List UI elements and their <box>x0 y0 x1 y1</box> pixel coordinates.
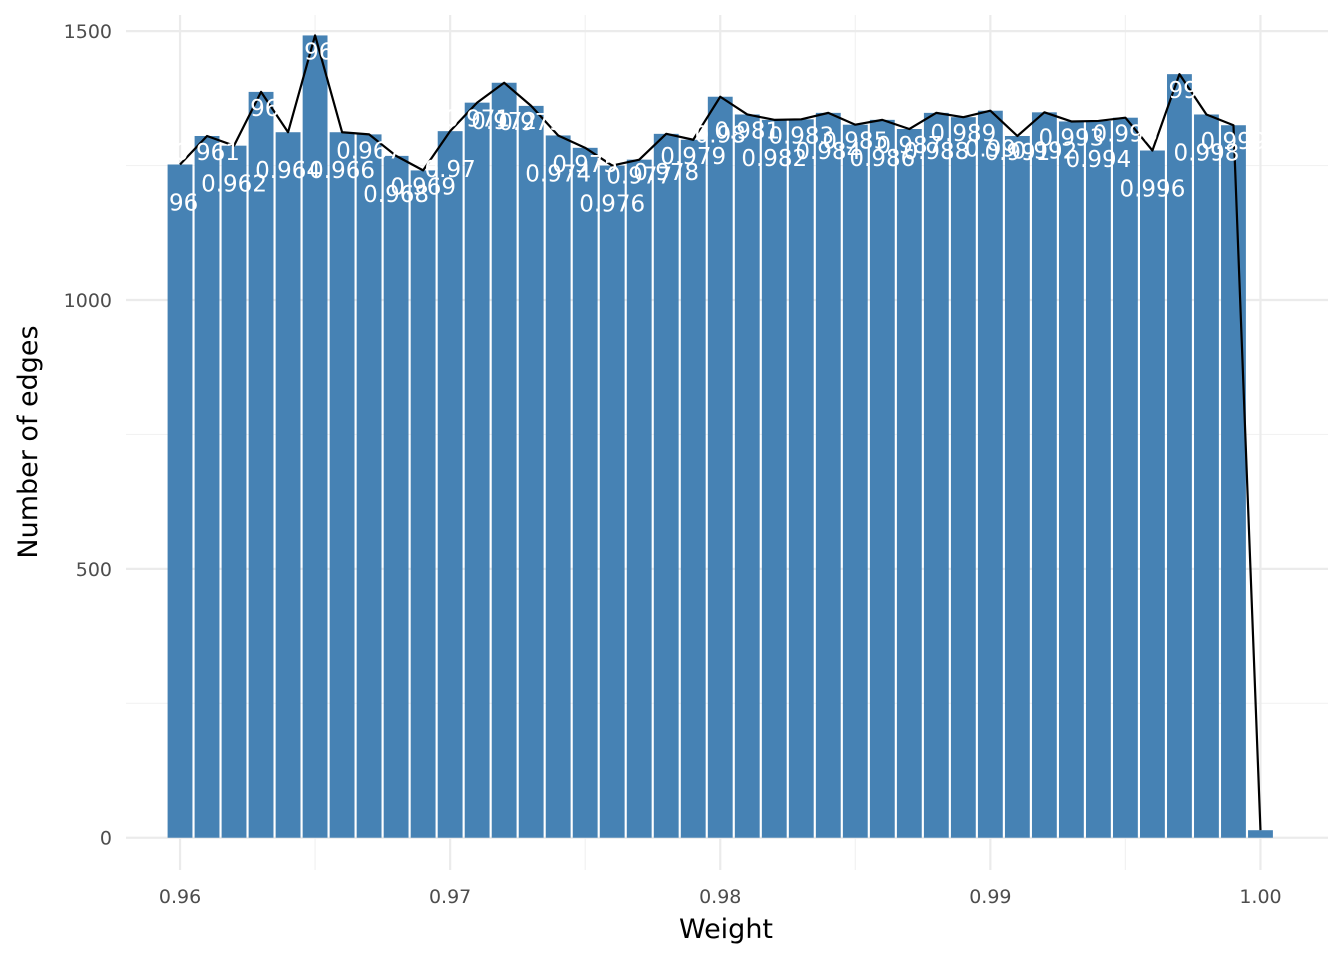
bar-label: 0.998 <box>1174 140 1240 166</box>
bar-label: 0.985 <box>822 129 888 155</box>
bar-label: 0.971 <box>444 107 510 133</box>
bar <box>977 110 1003 838</box>
y-axis-title: Number of edges <box>13 325 44 558</box>
bar <box>518 105 544 838</box>
bar-label: 0.994 <box>1065 147 1131 173</box>
bar-label: 0.997 <box>1147 78 1213 104</box>
bar <box>356 134 382 838</box>
bar <box>788 119 814 838</box>
bar-label: 0.977 <box>606 164 672 190</box>
bar <box>1085 120 1111 838</box>
bar-label: 0.964 <box>255 158 321 184</box>
bar <box>761 119 787 838</box>
bar-label: 0.976 <box>579 192 645 218</box>
x-axis-title: Weight <box>679 914 773 945</box>
bar-label: 0.986 <box>849 146 915 172</box>
bar <box>707 96 733 838</box>
bar <box>842 124 868 838</box>
bar <box>815 112 841 838</box>
bar <box>572 147 598 838</box>
bar-label: 0.965 <box>282 39 348 65</box>
x-axis-ticks: 0.96 0.97 0.98 0.99 1.00 <box>159 886 1282 908</box>
bar-label: 0.98 <box>695 123 746 149</box>
bar-label: 0.984 <box>795 139 861 165</box>
bar-label: 0.974 <box>525 161 591 187</box>
frequency-line <box>179 34 1262 831</box>
bar-label: 0.982 <box>741 146 807 172</box>
y-tick-label: 500 <box>76 559 112 581</box>
bar-label: 0.995 <box>1092 122 1158 148</box>
bar-label: 0.963 <box>228 96 294 122</box>
bar-label: 0.987 <box>876 133 942 159</box>
bar <box>221 145 247 838</box>
bar-label: 0.989 <box>930 121 996 147</box>
bar <box>626 159 652 838</box>
y-tick-label: 1000 <box>64 290 112 312</box>
bar <box>410 170 436 838</box>
x-tick-label: 0.98 <box>699 886 741 908</box>
bar-label: 0.961 <box>174 140 240 166</box>
bar-label: 0.999 <box>1201 129 1267 155</box>
bar <box>1140 150 1165 838</box>
frequency-polyline <box>179 34 1262 831</box>
x-tick-label: 1.00 <box>1239 886 1281 908</box>
bar <box>275 132 301 838</box>
bar <box>869 119 895 838</box>
bar <box>923 112 949 838</box>
y-tick-label: 1500 <box>64 21 112 43</box>
bar <box>194 135 220 838</box>
bar-label: 0.975 <box>552 152 618 178</box>
bar <box>1221 125 1246 838</box>
bar-label: 0.981 <box>714 118 780 144</box>
bar-label: 0.966 <box>309 158 375 184</box>
bar <box>896 129 922 838</box>
bar-label: 0.988 <box>903 139 969 165</box>
bar-label: 0.992 <box>1011 138 1077 164</box>
bar-label: 0.969 <box>390 174 456 200</box>
bar <box>1004 135 1030 838</box>
y-axis-ticks: 0 500 1000 1500 <box>64 21 112 850</box>
x-tick-label: 0.99 <box>969 886 1011 908</box>
bar-label: 0.996 <box>1119 177 1185 203</box>
bars <box>167 35 1273 838</box>
bar <box>383 155 409 838</box>
x-tick-label: 0.96 <box>159 886 201 908</box>
bar <box>545 135 571 838</box>
bar-label: 0.97 <box>425 157 476 183</box>
bar <box>1112 117 1138 838</box>
bar-label: .96 <box>162 190 199 216</box>
bar-label: 0.978 <box>633 160 699 186</box>
bar <box>1031 112 1057 838</box>
bar-label: 0.979 <box>660 144 726 170</box>
bar-label: 0.99 <box>965 137 1016 163</box>
bar <box>491 82 517 838</box>
bar <box>1167 74 1192 838</box>
bar-label: 0.973 <box>498 110 564 136</box>
bar-label: 0.962 <box>201 172 267 198</box>
bar-label: 0.968 <box>363 182 429 208</box>
x-tick-label: 0.97 <box>429 886 471 908</box>
bar-label: 0.972 <box>471 109 537 135</box>
bar <box>167 164 193 838</box>
bar-label: 0.983 <box>768 123 834 149</box>
bar <box>329 132 355 838</box>
bar-label: 0.991 <box>984 140 1050 166</box>
bar <box>248 91 274 838</box>
bar <box>302 35 328 838</box>
bar <box>599 165 625 838</box>
bar <box>950 117 976 838</box>
bar <box>1194 114 1219 838</box>
bar <box>680 139 706 838</box>
bar <box>653 133 679 838</box>
bar-label: 0.993 <box>1038 125 1104 151</box>
bar <box>734 114 760 838</box>
y-tick-label: 0 <box>100 828 112 850</box>
bar <box>1248 830 1273 838</box>
bar <box>464 102 490 838</box>
bar <box>1058 121 1084 838</box>
bar-label: 0.967 <box>336 138 402 164</box>
bar <box>437 131 463 838</box>
